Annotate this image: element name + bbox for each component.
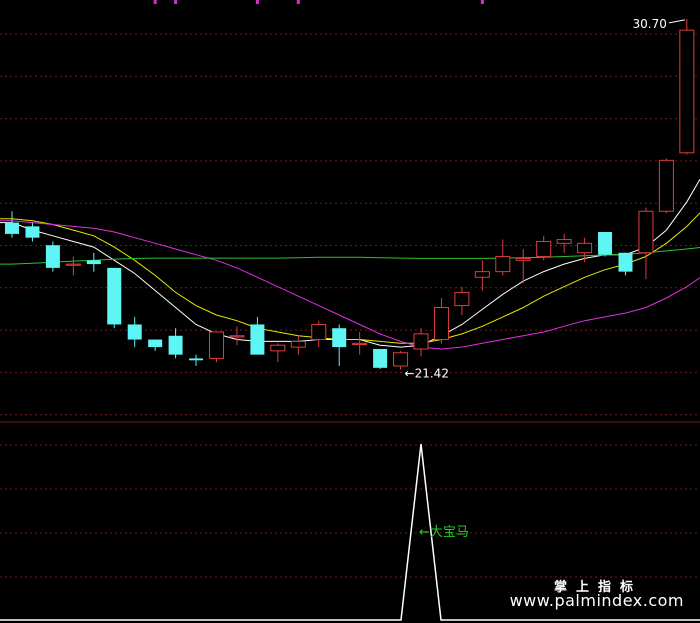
candle-body bbox=[598, 232, 613, 255]
candle bbox=[290, 335, 306, 355]
candle-body bbox=[5, 222, 19, 234]
candle bbox=[679, 18, 695, 155]
candle bbox=[168, 328, 183, 359]
candle bbox=[250, 316, 265, 355]
candle-body bbox=[352, 342, 368, 346]
candle-body bbox=[189, 358, 204, 361]
candle bbox=[229, 326, 245, 346]
candle-body bbox=[332, 328, 347, 348]
ma-line bbox=[0, 247, 700, 265]
grid-lines bbox=[0, 33, 700, 578]
candle bbox=[474, 260, 490, 291]
max-price-label: 30.70 bbox=[632, 17, 666, 31]
candle-body bbox=[618, 252, 633, 272]
candle bbox=[65, 256, 81, 276]
candle-body bbox=[454, 291, 470, 307]
candle bbox=[433, 298, 449, 344]
candle bbox=[189, 354, 204, 366]
candle-body bbox=[270, 344, 286, 352]
candle bbox=[5, 211, 19, 238]
candle-body bbox=[86, 260, 101, 265]
candle bbox=[148, 339, 163, 351]
candle-body bbox=[393, 352, 409, 367]
candle-body bbox=[209, 331, 224, 359]
candle-body bbox=[515, 257, 531, 261]
candle-body bbox=[168, 335, 183, 355]
candle bbox=[536, 235, 552, 261]
candle bbox=[618, 252, 633, 276]
ma-line bbox=[0, 220, 700, 350]
candle bbox=[393, 350, 409, 370]
candle-body bbox=[536, 240, 552, 258]
price-labels: 30.70 ←21.42 bbox=[405, 17, 685, 381]
watermark-url: www.palmindex.com bbox=[509, 591, 684, 610]
candle-body bbox=[638, 210, 654, 254]
candle-body bbox=[413, 333, 429, 350]
candle-body bbox=[148, 339, 163, 348]
candle bbox=[270, 343, 286, 363]
watermark-title: 掌上指标 bbox=[553, 580, 642, 595]
candle bbox=[658, 158, 674, 214]
ma-line bbox=[0, 178, 700, 348]
candle bbox=[373, 348, 388, 369]
candle-body bbox=[127, 324, 142, 340]
candle-body bbox=[25, 226, 40, 238]
candle bbox=[413, 328, 429, 357]
candle bbox=[495, 239, 511, 276]
candle bbox=[311, 320, 327, 348]
candle bbox=[107, 267, 122, 329]
top-marker bbox=[480, 0, 484, 4]
candle-body bbox=[556, 239, 572, 244]
candle bbox=[86, 252, 101, 272]
max-arrow bbox=[668, 19, 685, 24]
min-price-label: ←21.42 bbox=[405, 367, 449, 381]
candle bbox=[638, 207, 654, 280]
candle-body bbox=[65, 263, 81, 266]
candle-body bbox=[45, 245, 60, 268]
top-marker bbox=[296, 0, 300, 4]
candles bbox=[5, 18, 695, 370]
candle bbox=[209, 331, 224, 363]
top-markers bbox=[153, 0, 484, 4]
indicator-line bbox=[0, 443, 700, 621]
candle-body bbox=[433, 306, 449, 341]
candle-body bbox=[679, 29, 695, 154]
candle-body bbox=[229, 335, 245, 338]
candle bbox=[45, 241, 60, 272]
candle bbox=[332, 324, 347, 366]
candle bbox=[25, 222, 40, 242]
candle-body bbox=[658, 159, 674, 212]
candle-body bbox=[495, 256, 511, 273]
candle-body bbox=[474, 271, 490, 278]
candle bbox=[577, 237, 593, 263]
candle bbox=[127, 316, 142, 348]
indicator-panel: ←大宝马 bbox=[0, 443, 700, 621]
candle bbox=[515, 249, 531, 283]
moving-averages bbox=[0, 178, 700, 350]
candle-body bbox=[311, 323, 327, 341]
ma-line bbox=[0, 212, 700, 344]
top-marker bbox=[255, 0, 259, 4]
candle-body bbox=[577, 242, 593, 254]
top-marker bbox=[153, 0, 157, 4]
indicator-label: ←大宝马 bbox=[419, 525, 469, 540]
candle bbox=[556, 233, 572, 253]
candle-body bbox=[107, 267, 122, 325]
candle bbox=[352, 332, 368, 355]
candle bbox=[454, 286, 470, 316]
top-marker bbox=[174, 0, 178, 4]
candle bbox=[598, 232, 613, 257]
candle-body bbox=[250, 324, 265, 355]
candle-body bbox=[373, 348, 388, 368]
candle-body bbox=[290, 340, 306, 348]
